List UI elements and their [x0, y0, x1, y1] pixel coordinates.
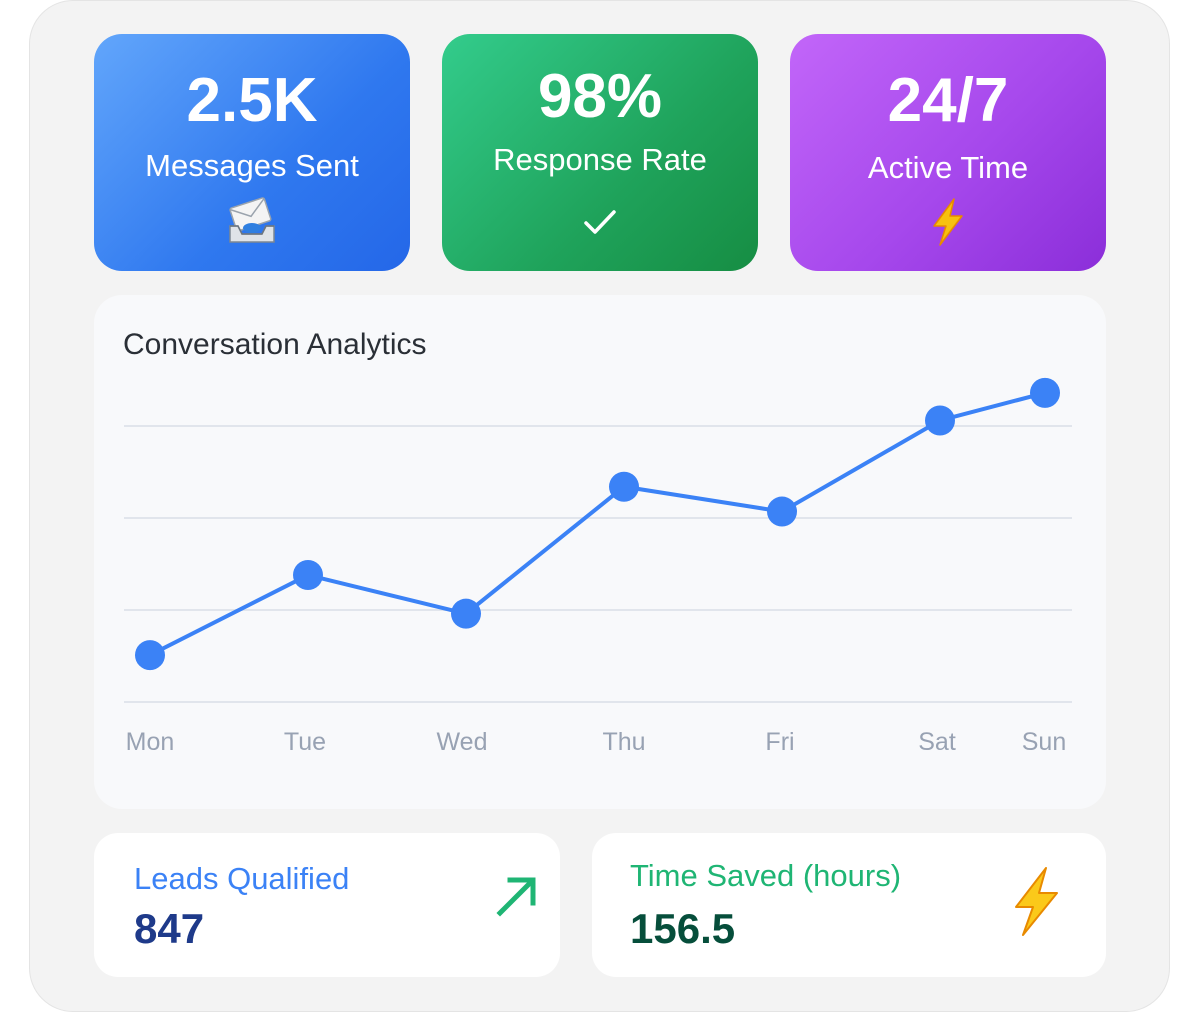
chart-title: Conversation Analytics — [123, 328, 427, 361]
stat-card-response-rate: 98% Response Rate — [442, 34, 758, 271]
x-tick-label: Tue — [284, 728, 326, 756]
stat-value: 98% — [537, 62, 663, 131]
conversation-analytics-card: Conversation Analytics Mon Tue Wed Thu Fri Sa… — [94, 295, 1106, 809]
x-tick-label: Thu — [602, 728, 645, 756]
stat-value: 2.5K — [186, 66, 318, 135]
stat-card-active-time: 24/7 Active Time — [790, 34, 1106, 271]
summary-card-leads-qualified: Leads Qualified 847 — [94, 833, 560, 977]
summary-label: Leads Qualified — [134, 861, 350, 896]
data-point-wed[interactable] — [451, 598, 481, 629]
summary-card-time-saved: Time Saved (hours) 156.5 — [592, 833, 1106, 977]
data-point-fri[interactable] — [767, 496, 797, 527]
lightning-icon — [1008, 865, 1064, 944]
summary-value: 847 — [134, 905, 205, 952]
stat-label: Active Time — [867, 150, 1029, 185]
x-tick-label: Sat — [918, 728, 956, 756]
inbox-tray-envelope-icon — [94, 194, 410, 250]
stat-label: Messages Sent — [145, 148, 359, 183]
trend-up-arrow-icon — [494, 873, 540, 924]
data-point-tue[interactable] — [293, 560, 323, 591]
x-tick-label: Sun — [1022, 728, 1066, 756]
stat-label: Response Rate — [493, 142, 707, 177]
x-tick-label: Wed — [437, 728, 488, 756]
series-line — [149, 390, 1046, 657]
data-point-sat[interactable] — [925, 405, 955, 436]
data-point-sun[interactable] — [1030, 377, 1060, 408]
data-point-mon[interactable] — [135, 640, 165, 671]
lightning-icon — [790, 194, 1106, 250]
summary-value: 156.5 — [630, 905, 736, 952]
x-tick-label: Fri — [765, 728, 794, 756]
line-chart: Mon Tue Wed Thu Fri Sat Sun — [124, 377, 1072, 756]
stat-card-messages-sent: 2.5K Messages Sent — [94, 34, 410, 271]
checkmark-icon — [442, 194, 758, 250]
data-point-thu[interactable] — [609, 471, 639, 502]
summary-label: Time Saved (hours) — [630, 858, 902, 893]
x-tick-label: Mon — [126, 728, 175, 756]
stat-value: 24/7 — [887, 66, 1009, 135]
